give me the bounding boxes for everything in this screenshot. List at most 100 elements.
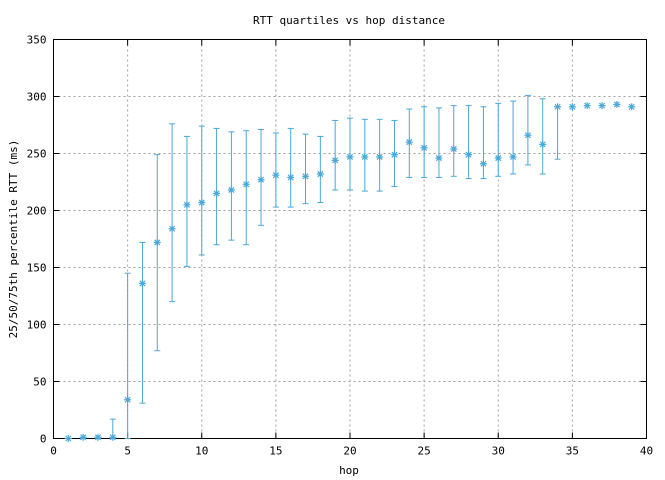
median-marker [287,173,295,181]
median-marker [598,102,606,110]
data-point-hop-27 [450,105,458,177]
y-tick-label: 250 [27,148,47,161]
data-point-hop-1 [64,435,72,442]
median-marker [242,180,250,188]
data-point-hop-6 [138,241,146,404]
median-marker [64,435,72,442]
median-marker [109,433,117,441]
data-point-hop-26 [435,107,443,178]
median-marker [628,103,636,111]
median-marker [376,153,384,161]
y-tick-label: 0 [40,433,47,446]
data-point-hop-14 [257,129,265,226]
x-tick-label: 25 [418,445,431,458]
median-marker [583,102,591,110]
data-point-hop-39 [628,103,636,111]
median-marker [213,189,221,197]
x-axis-label: hop [339,464,359,477]
median-marker [361,153,369,161]
median-marker [94,433,102,441]
median-marker [554,103,562,111]
data-point-hop-28 [465,105,473,180]
median-marker [524,131,532,139]
data-point-hop-23 [390,119,398,188]
data-point-hop-2 [79,433,87,441]
data-point-hop-18 [316,135,324,204]
data-point-hop-5 [124,272,132,439]
median-marker [509,153,517,161]
data-point-hop-15 [272,132,280,208]
x-tick-label: 20 [343,445,356,458]
data-point-hop-36 [583,102,591,110]
data-point-hop-29 [479,106,487,180]
x-tick-label: 10 [195,445,208,458]
data-point-hop-24 [405,108,413,178]
data-point-hop-34 [554,103,562,160]
median-marker [79,433,87,441]
median-marker [257,176,265,184]
median-marker [272,171,280,179]
data-point-hop-32 [524,94,532,166]
y-tick-label: 50 [33,376,46,389]
data-point-hop-8 [168,123,176,303]
median-marker [539,140,547,148]
data-point-hop-30 [494,102,502,177]
median-marker [390,151,398,159]
data-point-hop-17 [302,133,310,205]
data-point-hop-31 [509,100,517,175]
median-marker [479,160,487,168]
data-point-hop-3 [94,433,102,441]
data-point-hop-22 [376,118,384,192]
y-tick-label: 100 [27,319,47,332]
data-point-hop-13 [242,130,250,246]
median-marker [124,396,132,404]
axis-ticks: 0 50 100 150 200 250 300 350 0 5 10 15 20 25 30 35 40 [27,34,654,458]
data-point-hop-7 [153,154,161,352]
data-point-hop-16 [287,127,295,208]
x-tick-label: 15 [269,445,282,458]
data-point-hop-25 [420,106,428,178]
median-marker [405,138,413,146]
data-point-hop-10 [198,125,206,256]
median-marker [227,186,235,194]
data-point-hop-37 [598,102,606,110]
data-point-hop-20 [346,117,354,191]
x-tick-label: 30 [492,445,505,458]
chart-title: RTT quartiles vs hop distance [253,14,445,27]
data-point-hop-4 [109,418,117,441]
median-marker [568,103,576,111]
median-marker [168,225,176,233]
x-tick-label: 0 [50,445,57,458]
median-marker [331,156,339,164]
median-marker [316,170,324,178]
y-tick-label: 350 [27,34,47,47]
data-point-hop-11 [213,127,221,246]
median-marker [302,172,310,180]
data-point-hop-19 [331,119,339,191]
median-marker [435,154,443,162]
median-marker [198,199,206,207]
data-point-hop-9 [183,135,191,267]
median-marker [346,153,354,161]
x-tick-label: 5 [124,445,131,458]
median-marker [138,279,146,287]
y-tick-label: 200 [27,205,47,218]
y-tick-label: 300 [27,91,47,104]
data-layer [64,94,636,442]
median-marker [420,144,428,152]
median-marker [153,238,161,246]
median-marker [494,154,502,162]
data-point-hop-33 [539,98,547,175]
median-marker [183,201,191,209]
median-marker [465,151,473,159]
y-tick-label: 150 [27,262,47,275]
x-tick-label: 35 [566,445,579,458]
data-point-hop-38 [613,100,621,108]
y-axis-label: 25/50/75th percentile RTT (ms) [7,140,20,339]
median-marker [613,100,621,108]
median-marker [450,145,458,153]
x-tick-label: 40 [640,445,653,458]
data-point-hop-21 [361,118,369,192]
data-point-hop-12 [227,131,235,241]
